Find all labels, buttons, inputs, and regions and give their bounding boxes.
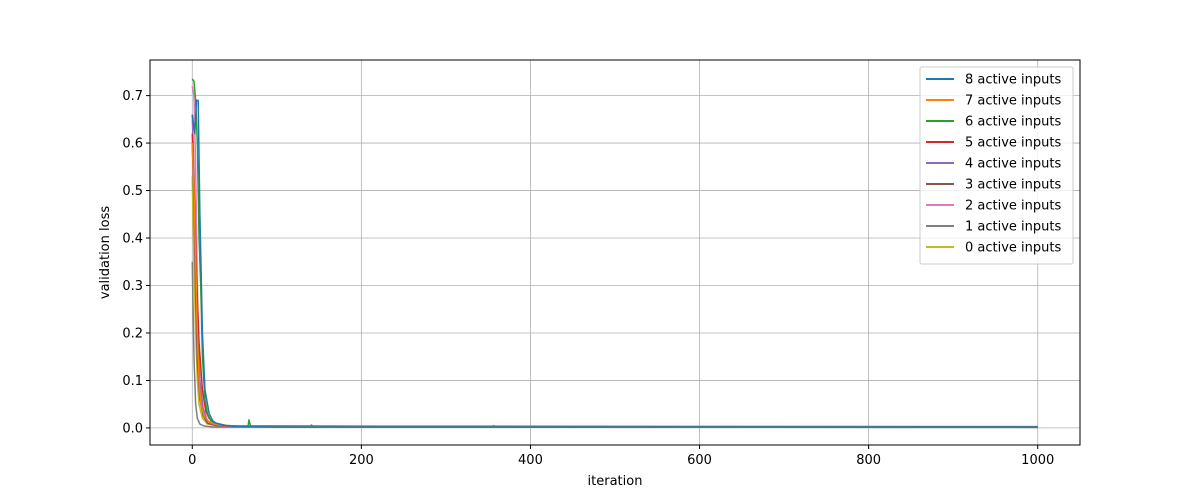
series-lines bbox=[191, 78, 1038, 429]
legend-label: 6 active inputs bbox=[965, 115, 1061, 130]
x-tick-label: 1000 bbox=[1021, 453, 1054, 468]
legend-box bbox=[919, 66, 1074, 265]
y-tick-label: 0.6 bbox=[122, 137, 143, 152]
legend-label: 5 active inputs bbox=[965, 136, 1061, 151]
legend-label: 2 active inputs bbox=[965, 199, 1061, 214]
x-tick-label: 200 bbox=[349, 453, 374, 468]
series-line bbox=[191, 261, 1038, 429]
series-line bbox=[191, 176, 1038, 428]
series-line bbox=[191, 78, 1038, 428]
legend-label: 1 active inputs bbox=[965, 220, 1061, 235]
y-tick-label: 0.7 bbox=[122, 89, 143, 104]
legend-label: 7 active inputs bbox=[965, 94, 1061, 109]
legend-label: 4 active inputs bbox=[965, 157, 1061, 172]
legend-label: 0 active inputs bbox=[965, 241, 1061, 256]
axis-ticks: 0 200 400 600 800 1000 0.0 0.1 0.2 0.3 0.4 0.5 0.6 0.… bbox=[122, 89, 1054, 468]
y-axis-label: validation loss bbox=[98, 206, 113, 299]
x-axis-label: iteration bbox=[588, 474, 643, 489]
series-line bbox=[191, 143, 1038, 428]
x-tick-label: 600 bbox=[687, 453, 712, 468]
x-tick-label: 0 bbox=[188, 453, 196, 468]
y-tick-label: 0.3 bbox=[122, 279, 143, 294]
x-tick-label: 400 bbox=[518, 453, 543, 468]
series-line bbox=[191, 99, 1038, 428]
legend-label: 8 active inputs bbox=[965, 73, 1061, 88]
series-line bbox=[191, 143, 1038, 428]
legend: 8 active inputs 7 active inputs 6 active i… bbox=[919, 66, 1074, 265]
y-tick-label: 0.4 bbox=[122, 232, 143, 247]
y-tick-label: 0.1 bbox=[122, 374, 143, 389]
plot-frame bbox=[149, 59, 1081, 446]
y-tick-label: 0.0 bbox=[122, 421, 143, 436]
y-tick-label: 0.2 bbox=[122, 326, 143, 341]
y-tick-label: 0.5 bbox=[122, 184, 143, 199]
x-tick-label: 800 bbox=[856, 453, 881, 468]
series-line bbox=[191, 85, 1038, 428]
legend-label: 3 active inputs bbox=[965, 178, 1061, 193]
series-line bbox=[191, 133, 1038, 428]
